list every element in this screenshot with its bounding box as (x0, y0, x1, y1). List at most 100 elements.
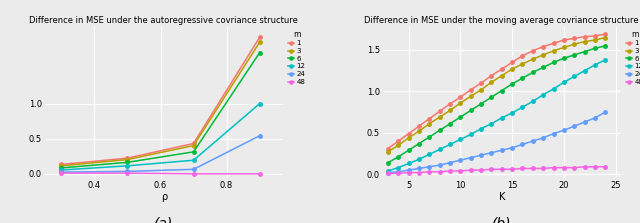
Line: 24: 24 (386, 110, 607, 174)
3 (256, 41, 264, 43)
24 (518, 143, 526, 146)
12 (580, 69, 588, 72)
Line: 12: 12 (60, 102, 261, 172)
3 (488, 81, 495, 84)
12 (58, 169, 65, 171)
3 (58, 165, 65, 167)
Line: 3: 3 (60, 40, 261, 167)
3 (560, 46, 568, 49)
3 (415, 130, 423, 132)
1 (394, 140, 402, 142)
24 (256, 134, 264, 137)
1 (58, 163, 65, 166)
6 (580, 50, 588, 53)
1 (591, 35, 599, 37)
24 (540, 136, 547, 139)
1 (518, 54, 526, 57)
24 (498, 149, 506, 152)
12 (415, 158, 423, 161)
6 (124, 161, 131, 164)
24 (189, 168, 197, 171)
6 (467, 109, 475, 112)
1 (124, 157, 131, 159)
48 (467, 169, 475, 171)
1 (189, 142, 197, 145)
1 (580, 35, 588, 38)
X-axis label: K: K (499, 192, 505, 202)
24 (415, 167, 423, 170)
6 (477, 103, 485, 105)
1 (446, 103, 454, 105)
3 (550, 50, 557, 52)
Line: 24: 24 (60, 134, 261, 174)
12 (436, 148, 444, 151)
Legend: 1, 3, 6, 12, 24, 48: 1, 3, 6, 12, 24, 48 (285, 27, 308, 88)
3 (436, 116, 444, 118)
6 (384, 161, 392, 164)
3 (124, 158, 131, 161)
1 (384, 147, 392, 150)
48 (550, 166, 557, 169)
3 (426, 122, 433, 125)
3 (518, 63, 526, 65)
48 (529, 167, 537, 170)
Line: 12: 12 (386, 58, 607, 173)
12 (498, 117, 506, 119)
24 (570, 125, 578, 128)
6 (415, 142, 423, 145)
12 (446, 143, 454, 146)
6 (518, 77, 526, 79)
1 (467, 88, 475, 91)
6 (591, 47, 599, 50)
3 (529, 58, 537, 60)
3 (467, 95, 475, 98)
48 (540, 167, 547, 170)
24 (602, 111, 609, 114)
1 (488, 74, 495, 77)
24 (426, 165, 433, 168)
12 (477, 127, 485, 130)
48 (560, 166, 568, 169)
6 (189, 151, 197, 153)
6 (570, 54, 578, 56)
12 (394, 166, 402, 169)
24 (436, 164, 444, 167)
6 (508, 83, 516, 85)
1 (570, 37, 578, 40)
24 (456, 159, 464, 161)
24 (529, 140, 537, 142)
12 (570, 75, 578, 78)
3 (189, 144, 197, 147)
12 (256, 102, 264, 105)
1 (560, 39, 568, 41)
3 (384, 151, 392, 153)
Line: 6: 6 (386, 44, 607, 164)
1 (426, 117, 433, 120)
24 (488, 151, 495, 154)
12 (591, 64, 599, 66)
1 (508, 61, 516, 64)
12 (540, 93, 547, 96)
3 (580, 40, 588, 43)
Line: 48: 48 (60, 171, 261, 176)
48 (124, 172, 131, 174)
1 (256, 36, 264, 39)
12 (467, 133, 475, 136)
48 (456, 170, 464, 172)
1 (415, 125, 423, 128)
Line: 3: 3 (386, 36, 607, 154)
24 (124, 170, 131, 173)
1 (498, 68, 506, 70)
12 (456, 138, 464, 141)
6 (446, 122, 454, 125)
24 (580, 121, 588, 123)
48 (426, 170, 433, 173)
Text: (b): (b) (492, 217, 511, 223)
24 (591, 117, 599, 119)
1 (436, 110, 444, 113)
48 (189, 173, 197, 175)
3 (508, 68, 516, 70)
1 (405, 132, 413, 135)
48 (488, 168, 495, 171)
48 (436, 170, 444, 173)
